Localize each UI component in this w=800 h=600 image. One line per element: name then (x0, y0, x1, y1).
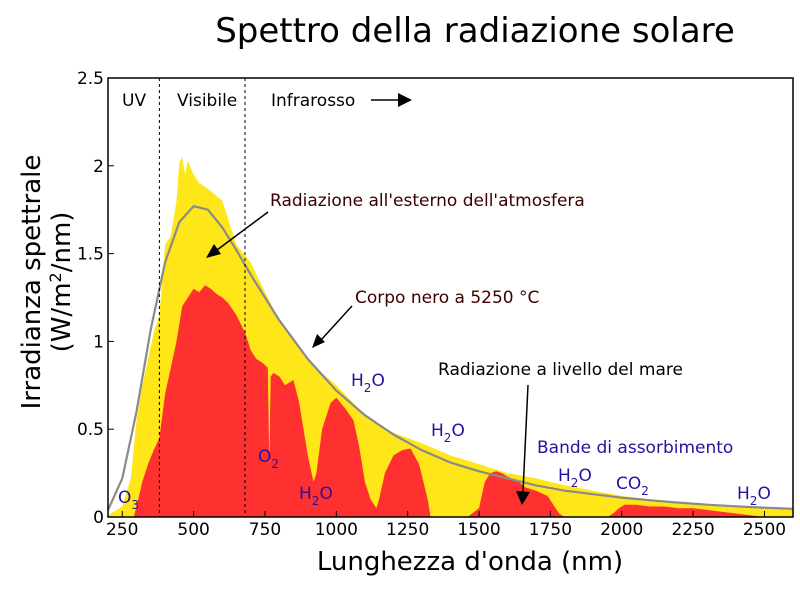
series-blackbody-line (106, 204, 794, 511)
annotation-outside-atmosphere: Radiazione all'esterno dell'atmosfera (270, 191, 585, 211)
y-tick-label: 0.5 (77, 420, 104, 440)
band-label-tail: O (757, 484, 770, 504)
band-label-sub: 2 (312, 494, 320, 508)
y-tick-label: 1.5 (77, 245, 104, 265)
y-tick-label: 2.5 (77, 69, 104, 89)
band-label-main: H (431, 421, 444, 441)
series-sea-level-area (130, 285, 765, 517)
x-tick-label: 1750 (529, 520, 572, 540)
band-label-sub: 2 (444, 431, 452, 445)
blackbody-arrowhead (312, 334, 325, 348)
y-tick-label: 0 (93, 508, 104, 528)
x-tick-label: 750 (249, 520, 281, 540)
band-label-main: H (299, 484, 312, 504)
sea-level-arrow-line (522, 384, 529, 493)
x-tick-label: 1250 (386, 520, 429, 540)
x-tick-label: 2250 (671, 520, 714, 540)
band-label-tail: O (451, 421, 464, 441)
chart-title: Spettro della radiazione solare (215, 11, 735, 51)
infrared-arrowhead (398, 93, 412, 107)
band-label-h2o-2: H2O (351, 371, 385, 395)
band-label-sub: 3 (131, 498, 139, 512)
band-label-o2: O2 (258, 447, 279, 471)
blackbody-arrow-line (320, 305, 353, 341)
outside-atmosphere-arrow-line (216, 211, 269, 251)
region-label-visible: Visibile (177, 91, 237, 111)
y-tick-label: 2 (93, 157, 104, 177)
y-axis-unit-suffix: /nm) (47, 212, 77, 273)
x-tick-label: 250 (106, 520, 138, 540)
annotation-absorption-bands: Bande di assorbimento (537, 438, 733, 458)
plot-area: 250 500 750 1000 1250 1500 1750 2000 2250 2500 0 0.… (77, 69, 794, 540)
band-label-sub: 2 (641, 484, 649, 498)
band-label-sub: 2 (271, 457, 279, 471)
y-axis-label-line2: (W/m2/nm) (46, 212, 77, 353)
x-tick-label: 1000 (315, 520, 358, 540)
x-tick-label: 2500 (743, 520, 786, 540)
y-axis-label: Irradianza spettrale (W/m2/nm) (17, 155, 77, 410)
x-tick-label: 1500 (457, 520, 500, 540)
absorption-band-labels: O3 O2 H2O H2O H2O H2O CO2 H2O (118, 371, 771, 512)
y-axis-label-line1: Irradianza spettrale (17, 155, 47, 410)
x-tick-label: 2000 (600, 520, 643, 540)
band-label-co2: CO2 (616, 474, 649, 498)
x-tick-label: 500 (177, 520, 209, 540)
band-label-main: O (258, 447, 271, 467)
band-label-tail: O (371, 371, 384, 391)
y-axis-unit-sup: 2 (46, 272, 65, 282)
band-label-h2o-5: H2O (737, 484, 771, 508)
y-tick-label: 1 (93, 332, 104, 352)
band-label-main: H (558, 466, 571, 486)
region-label-infrared: Infrarosso (271, 91, 355, 111)
band-label-h2o-1: H2O (299, 484, 333, 508)
outside-atmosphere-arrowhead (206, 244, 221, 258)
annotation-arrows (206, 93, 530, 505)
band-label-tail: O (319, 484, 332, 504)
band-label-main: H (737, 484, 750, 504)
band-label-main: CO (616, 474, 641, 494)
annotation-blackbody: Corpo nero a 5250 °C (355, 288, 539, 308)
x-axis-label: Lunghezza d'onda (nm) (317, 547, 623, 577)
plot-frame (107, 77, 794, 518)
band-label-sub: 2 (364, 381, 372, 395)
band-label-tail: O (578, 466, 591, 486)
band-label-o3: O3 (118, 488, 139, 512)
annotation-sea-level: Radiazione a livello del mare (438, 360, 683, 380)
band-label-main: H (351, 371, 364, 391)
band-label-sub: 2 (750, 494, 758, 508)
band-label-h2o-3: H2O (431, 421, 465, 445)
region-label-uv: UV (122, 91, 146, 111)
band-label-h2o-4: H2O (558, 466, 592, 490)
sea-level-arrowhead (516, 491, 530, 505)
band-label-main: O (118, 488, 131, 508)
band-label-sub: 2 (571, 476, 579, 490)
y-axis-unit-prefix: (W/m (47, 282, 77, 352)
